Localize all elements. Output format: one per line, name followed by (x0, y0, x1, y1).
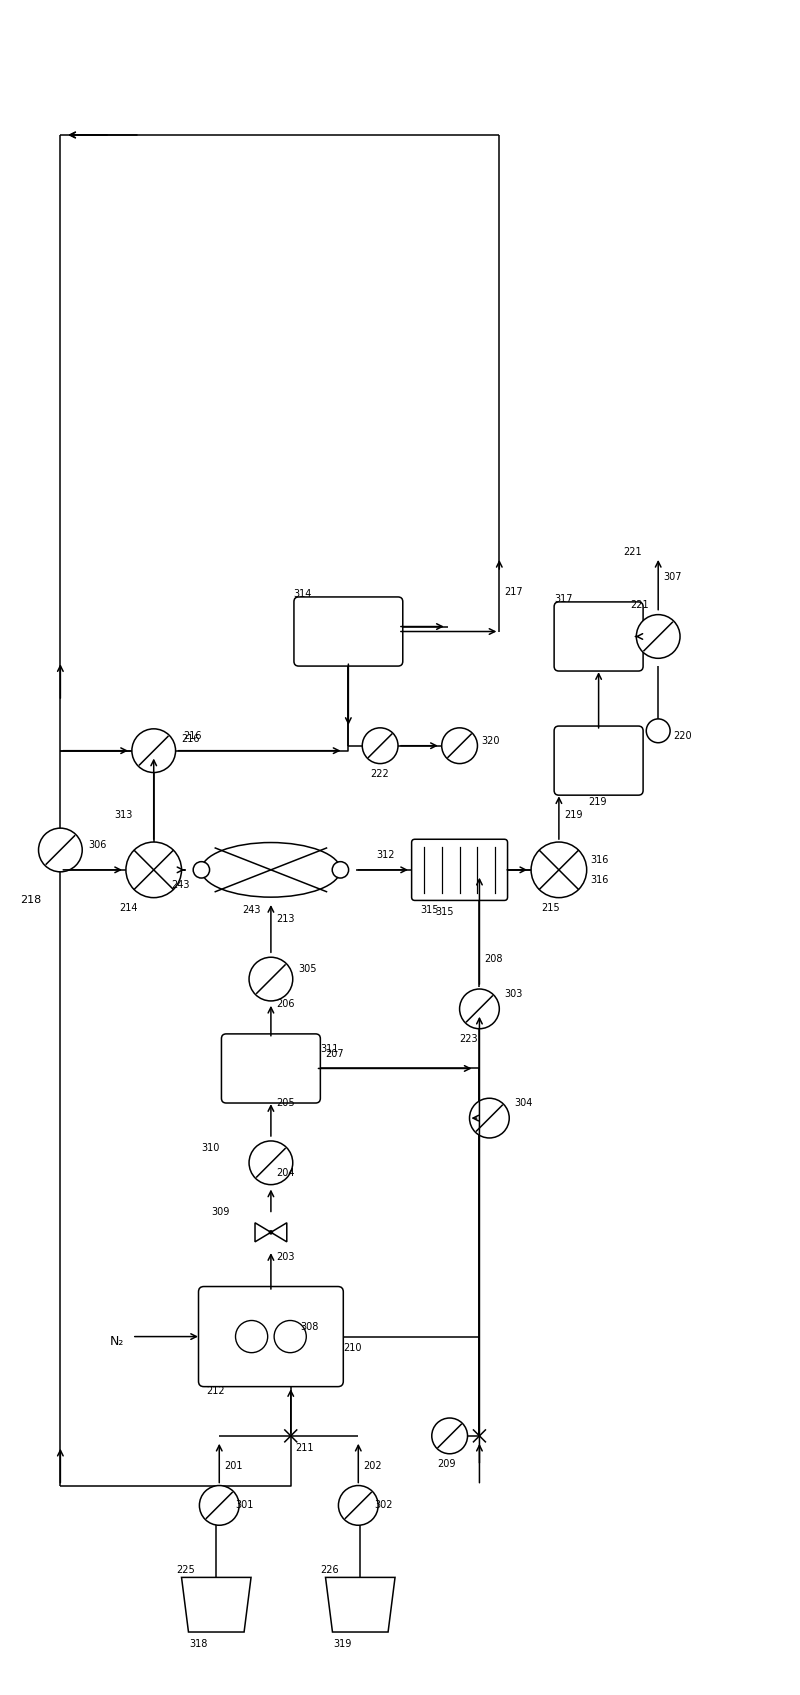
Circle shape (193, 861, 210, 878)
Text: 219: 219 (589, 797, 607, 807)
Polygon shape (182, 1578, 251, 1632)
Text: 212: 212 (206, 1387, 225, 1397)
Polygon shape (255, 1222, 271, 1242)
Text: 218: 218 (20, 895, 42, 905)
Text: 223: 223 (459, 1034, 478, 1044)
Circle shape (338, 1485, 378, 1526)
Text: 226: 226 (321, 1564, 339, 1575)
Circle shape (646, 719, 670, 742)
Circle shape (470, 1098, 510, 1137)
Circle shape (269, 1231, 273, 1234)
Text: N₂: N₂ (110, 1336, 125, 1348)
Circle shape (442, 727, 478, 763)
Text: 204: 204 (276, 1168, 294, 1178)
Text: 205: 205 (276, 1098, 294, 1109)
Text: 313: 313 (114, 810, 132, 820)
Circle shape (126, 842, 182, 898)
Text: 305: 305 (298, 964, 318, 975)
Text: 308: 308 (301, 1322, 319, 1332)
Text: 319: 319 (334, 1639, 351, 1649)
Text: 316: 316 (590, 875, 609, 885)
Text: 203: 203 (276, 1253, 294, 1263)
Text: 301: 301 (235, 1500, 254, 1510)
FancyBboxPatch shape (198, 1287, 343, 1387)
Polygon shape (271, 1222, 286, 1242)
Text: 225: 225 (177, 1564, 195, 1575)
Circle shape (432, 1419, 467, 1454)
Circle shape (199, 1485, 239, 1526)
FancyBboxPatch shape (294, 597, 402, 666)
Text: 219: 219 (564, 810, 582, 820)
Ellipse shape (202, 842, 341, 897)
FancyBboxPatch shape (554, 725, 643, 795)
Circle shape (249, 958, 293, 1002)
Text: 316: 316 (590, 854, 609, 864)
Circle shape (636, 615, 680, 658)
Polygon shape (326, 1578, 395, 1632)
Text: 222: 222 (370, 768, 389, 778)
Text: 210: 210 (343, 1344, 362, 1354)
Circle shape (38, 829, 82, 871)
Text: 304: 304 (514, 1098, 533, 1109)
Text: 220: 220 (673, 731, 692, 741)
Text: 320: 320 (482, 736, 500, 746)
Text: 317: 317 (554, 593, 573, 603)
Text: 311: 311 (321, 1044, 339, 1054)
Text: 306: 306 (88, 841, 106, 849)
Text: 312: 312 (376, 849, 395, 859)
Text: 310: 310 (202, 1142, 220, 1153)
Circle shape (249, 1141, 293, 1185)
FancyBboxPatch shape (222, 1034, 320, 1103)
Circle shape (459, 988, 499, 1029)
Text: 309: 309 (211, 1207, 230, 1217)
Circle shape (332, 861, 349, 878)
FancyBboxPatch shape (554, 602, 643, 671)
Text: 216: 216 (182, 734, 200, 744)
Text: 302: 302 (374, 1500, 392, 1510)
Text: 202: 202 (363, 1461, 382, 1471)
Circle shape (531, 842, 586, 898)
Text: 303: 303 (504, 988, 522, 998)
Text: 221: 221 (630, 600, 649, 610)
Text: 315: 315 (435, 907, 454, 917)
Text: 214: 214 (119, 902, 138, 912)
Text: 211: 211 (296, 1442, 314, 1453)
Text: 201: 201 (224, 1461, 242, 1471)
Text: 206: 206 (276, 998, 294, 1009)
Text: 314: 314 (294, 588, 312, 598)
Text: 215: 215 (541, 902, 560, 912)
Text: 307: 307 (663, 571, 682, 581)
Text: 221: 221 (623, 547, 642, 558)
Text: 216: 216 (183, 731, 202, 741)
Text: 209: 209 (438, 1459, 456, 1468)
Text: 213: 213 (276, 915, 294, 924)
Text: 318: 318 (190, 1639, 207, 1649)
Text: 315: 315 (420, 905, 438, 915)
Text: 207: 207 (326, 1049, 344, 1059)
Circle shape (132, 729, 175, 773)
Text: 217: 217 (504, 586, 523, 597)
FancyBboxPatch shape (412, 839, 507, 900)
Text: 208: 208 (485, 954, 503, 964)
Circle shape (362, 727, 398, 763)
Text: 243: 243 (242, 905, 260, 915)
Text: 243: 243 (171, 880, 190, 890)
